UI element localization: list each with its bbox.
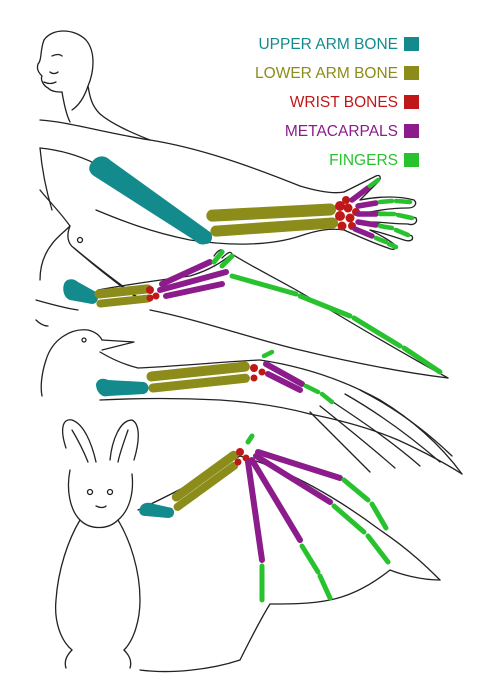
legend-item-metacarpals: METACARPALS bbox=[285, 123, 419, 140]
legend-swatch-wrist bbox=[404, 95, 419, 109]
legend-swatch-metacarpals bbox=[404, 124, 419, 138]
pterosaur-lower-arm-bone-2 bbox=[96, 294, 153, 308]
human-upper-arm-bone bbox=[89, 156, 213, 245]
legend-swatch-upper-arm bbox=[404, 37, 419, 51]
legend: UPPER ARM BONE LOWER ARM BONE WRIST BONE… bbox=[255, 36, 419, 169]
bird-metacarpals bbox=[263, 361, 305, 393]
pterosaur-metacarpals bbox=[157, 259, 229, 299]
bat-upper-arm-bone bbox=[139, 502, 175, 518]
bird-bones bbox=[96, 349, 335, 405]
bat-bones bbox=[139, 433, 391, 603]
pterosaur-outline bbox=[35, 189, 449, 379]
legend-label-fingers: FINGERS bbox=[329, 152, 398, 169]
bird-upper-arm-bone bbox=[96, 378, 149, 397]
human-figure bbox=[36, 30, 418, 250]
legend-swatch-fingers bbox=[404, 153, 419, 167]
pterosaur-figure bbox=[35, 189, 449, 379]
human-outline bbox=[36, 30, 418, 250]
pterosaur-bones bbox=[63, 249, 443, 375]
bat-metacarpals bbox=[245, 449, 343, 563]
human-wrist-bones bbox=[335, 196, 360, 231]
legend-label-metacarpals: METACARPALS bbox=[285, 123, 398, 140]
bat-lower-arm-bone bbox=[171, 450, 239, 502]
pterosaur-fingers bbox=[211, 249, 443, 375]
legend-label-lower-arm: LOWER ARM BONE bbox=[255, 65, 398, 82]
legend-item-fingers: FINGERS bbox=[329, 152, 419, 169]
pterosaur-wrist-bones bbox=[146, 286, 160, 302]
human-radius bbox=[206, 203, 337, 222]
human-ulna bbox=[210, 217, 339, 237]
human-bones bbox=[89, 156, 415, 250]
bat-outline bbox=[54, 419, 441, 673]
human-fingers bbox=[367, 177, 415, 250]
legend-item-upper-arm: UPPER ARM BONE bbox=[258, 36, 419, 53]
legend-label-wrist: WRIST BONES bbox=[290, 94, 398, 111]
legend-item-wrist: WRIST BONES bbox=[290, 94, 419, 111]
pterosaur-lower-arm-bone bbox=[94, 284, 153, 299]
bird-fingers bbox=[261, 349, 335, 405]
bat-lower-arm-bone-2 bbox=[173, 461, 239, 511]
bird-outline bbox=[40, 329, 463, 475]
legend-item-lower-arm: LOWER ARM BONE bbox=[255, 65, 419, 82]
bird-lower-arm-bone-2 bbox=[148, 373, 250, 393]
bird-lower-arm-bone bbox=[146, 361, 250, 382]
bat-figure bbox=[54, 419, 441, 673]
human-metacarpals bbox=[349, 185, 379, 239]
bat-fingers bbox=[245, 433, 391, 603]
legend-label-upper-arm: UPPER ARM BONE bbox=[258, 36, 398, 53]
bird-figure bbox=[40, 329, 463, 475]
bird-wrist-bones bbox=[250, 364, 266, 382]
pterosaur-upper-arm-bone bbox=[63, 279, 99, 304]
legend-swatch-lower-arm bbox=[404, 66, 419, 80]
